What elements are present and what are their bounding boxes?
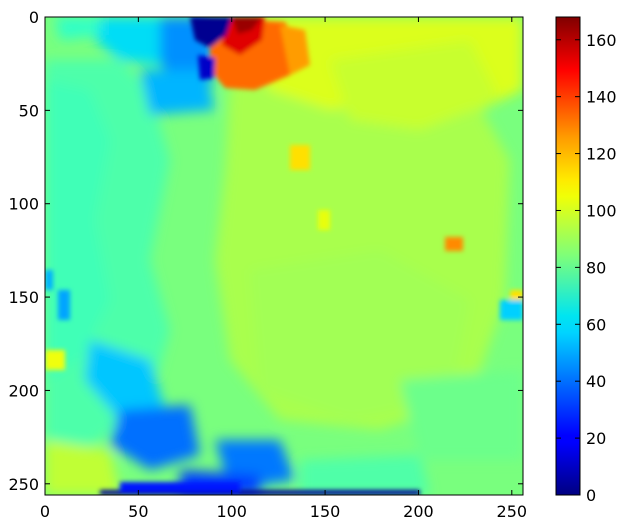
colorbar: [555, 16, 581, 496]
heatmap-image: [45, 17, 523, 495]
y-tick-label-100: 100: [8, 195, 39, 214]
x-axis-ticks: 0 50 100 150 200 250: [40, 17, 527, 521]
colorbar-tick-label-20: 20: [586, 429, 606, 448]
colorbar-tick-label-120: 120: [586, 145, 617, 164]
x-tick-label-0: 0: [40, 502, 50, 521]
y-tick-label-50: 50: [19, 101, 39, 120]
colorbar-ticks: 0 20 40 60 80 100 120 140 160: [556, 31, 617, 505]
y-axis-ticks: 0 50 100 150 200 250: [8, 8, 523, 494]
colorbar-tick-label-140: 140: [586, 88, 617, 107]
colorbar-tick-label-160: 160: [586, 31, 617, 50]
x-tick-label-200: 200: [403, 502, 434, 521]
plot-frame: [44, 16, 524, 496]
colorbar-tick-label-100: 100: [586, 201, 617, 220]
x-tick-label-250: 250: [497, 502, 528, 521]
y-tick-label-150: 150: [8, 288, 39, 307]
x-tick-label-50: 50: [128, 502, 148, 521]
y-tick-label-0: 0: [29, 8, 39, 27]
colorbar-tick-label-0: 0: [586, 486, 596, 505]
colorbar-tick-label-40: 40: [586, 372, 606, 391]
x-tick-label-100: 100: [216, 502, 247, 521]
y-tick-label-250: 250: [8, 475, 39, 494]
x-tick-label-150: 150: [310, 502, 341, 521]
y-tick-label-200: 200: [8, 381, 39, 400]
colorbar-tick-label-60: 60: [586, 315, 606, 334]
colorbar-tick-label-80: 80: [586, 258, 606, 277]
